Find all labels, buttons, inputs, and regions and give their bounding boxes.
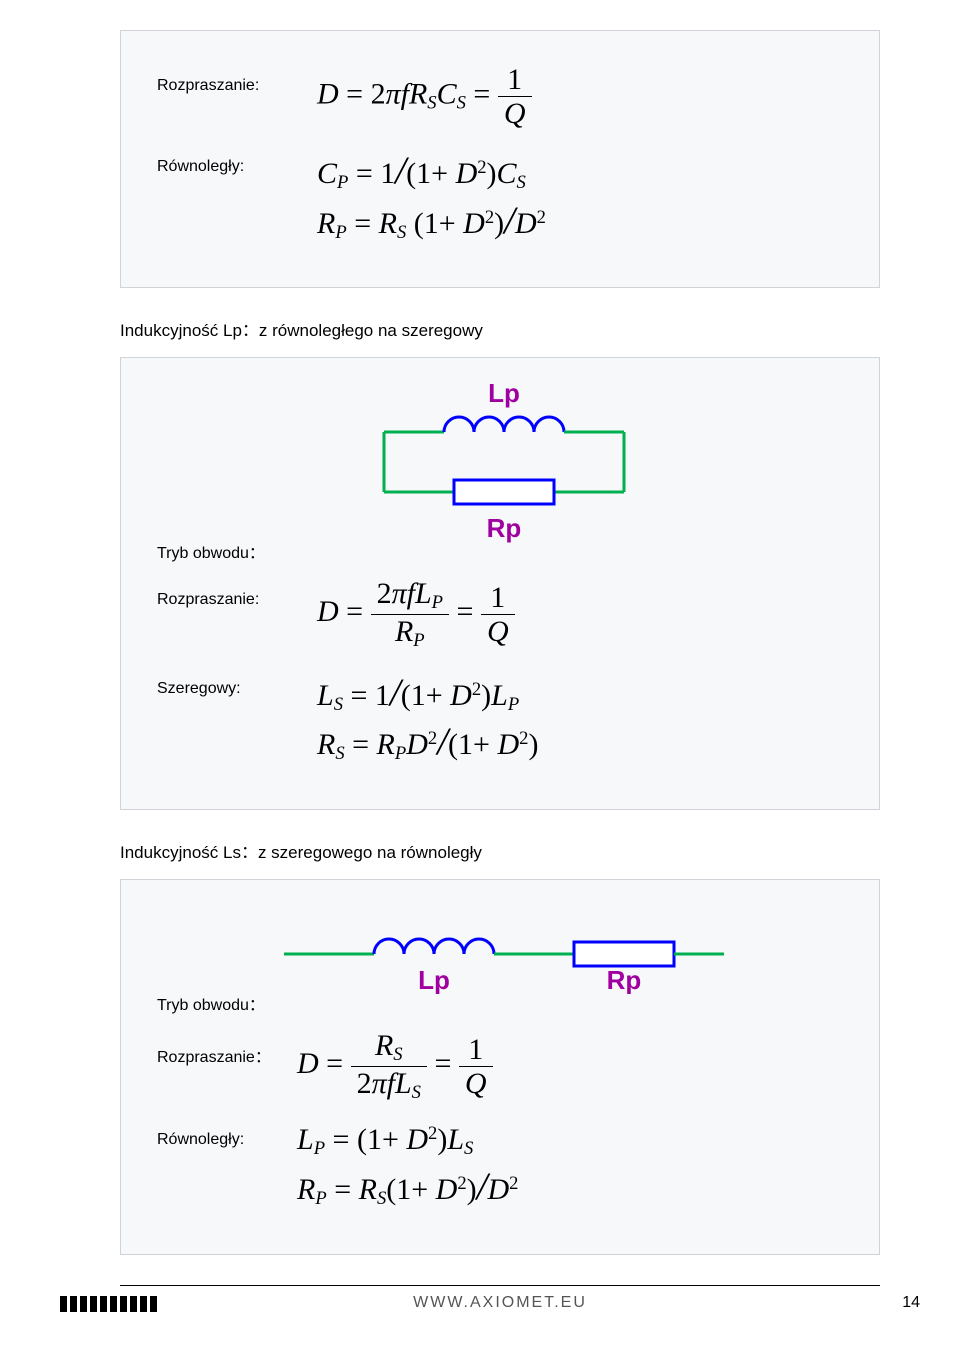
label-rozpraszanie-c: Rozpraszanie: (157, 63, 317, 95)
formula-d-rc: D = 2πfRSCS = 1Q (317, 63, 532, 130)
row-szeregowy-lp: Szeregowy: LS = 1/(1+ D2)LP RS = RPD2/(1… (157, 666, 851, 771)
label-tryb-ls: Tryb obwodu： (157, 977, 297, 1015)
heading-ls: Indukcyjność Ls：z szeregowego na równole… (120, 838, 880, 863)
label-tryb-lp: Tryb obwodu： (157, 525, 317, 563)
formula-block-lp: Lp Rp Tryb obwodu： Rozpraszanie: D = 2πf… (120, 357, 880, 810)
heading-lp: Indukcyjność Lp：z równoległego na szereg… (120, 316, 880, 341)
formula-block-ls: Lp Rp Tryb obwodu： Rozpraszanie： D = RS2… (120, 879, 880, 1255)
row-rozpraszanie-ls: Rozpraszanie： D = RS2πfLS = 1Q (157, 1029, 851, 1103)
formula-cp-rp: CP = 1/(1+ D2)CS RP = RS (1+ D2)/D2 (317, 144, 546, 249)
row-rownolegly-ls: Równoległy: LP = (1+ D2)LS RP = RS(1+ D2… (157, 1117, 851, 1215)
label-rozpraszanie-lp: Rozpraszanie: (157, 577, 317, 609)
footer-stripes (60, 1296, 157, 1312)
diagram-lp-label: Lp (488, 382, 520, 408)
row-rozpraszanie-c: Rozpraszanie: D = 2πfRSCS = 1Q (157, 63, 851, 130)
formula-d-ls: D = RS2πfLS = 1Q (297, 1029, 493, 1103)
page-number: 14 (902, 1294, 920, 1312)
diagram-ls-rp-label: Rp (607, 965, 642, 994)
label-rownolegly-c: Równoległy: (157, 144, 317, 176)
label-rozpraszanie-ls: Rozpraszanie： (157, 1029, 297, 1067)
label-rownolegly-ls: Równoległy: (157, 1117, 297, 1149)
row-rozpraszanie-lp: Rozpraszanie: D = 2πfLPRP = 1Q (157, 577, 851, 651)
footer-brand: WWW.AXIOMET.EU (413, 1294, 587, 1312)
formula-ls-rs: LS = 1/(1+ D2)LP RS = RPD2/(1+ D2) (317, 666, 538, 771)
diagram-ls-lp-label: Lp (418, 965, 450, 994)
formula-d-lp: D = 2πfLPRP = 1Q (317, 577, 515, 651)
page-footer: WWW.AXIOMET.EU 14 (120, 1285, 880, 1336)
formula-block-c: Rozpraszanie: D = 2πfRSCS = 1Q Równoległ… (120, 30, 880, 288)
diagram-rp-label: Rp (487, 513, 522, 543)
row-rownolegly-c: Równoległy: CP = 1/(1+ D2)CS RP = RS (1+… (157, 144, 851, 249)
formula-lp-rp: LP = (1+ D2)LS RP = RS(1+ D2)/D2 (297, 1117, 518, 1215)
label-szeregowy-lp: Szeregowy: (157, 666, 317, 698)
